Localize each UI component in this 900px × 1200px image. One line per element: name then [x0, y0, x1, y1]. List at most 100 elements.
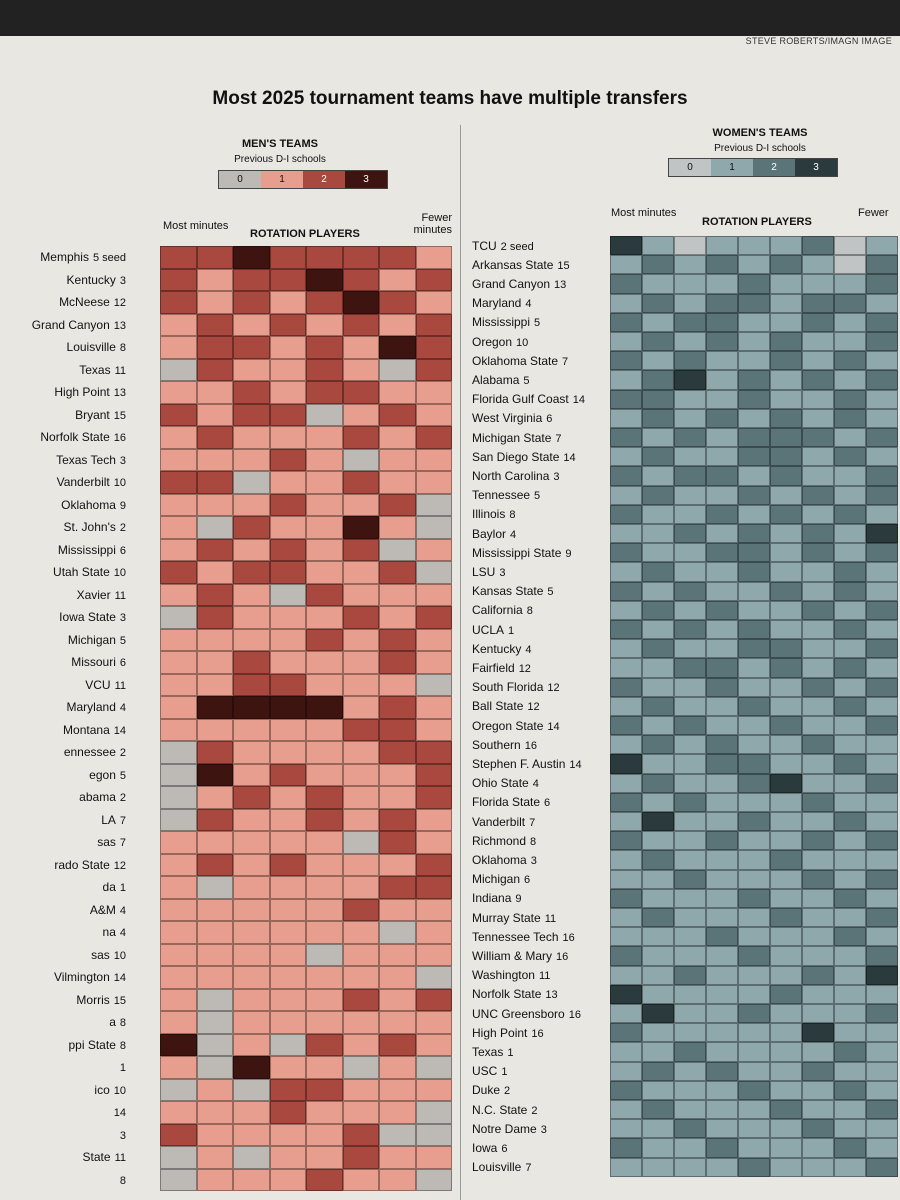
team-seed: 16 — [524, 739, 537, 752]
womens-cell — [770, 351, 802, 371]
womens-cell — [770, 1157, 802, 1177]
womens-cell — [674, 946, 706, 966]
womens-team-label: North Carolina 3 — [472, 469, 560, 483]
womens-cell — [866, 1080, 898, 1100]
womens-cell — [738, 696, 770, 716]
womens-cell — [802, 1080, 834, 1100]
team-seed: 12 — [527, 701, 540, 714]
mens-cell — [269, 1056, 306, 1079]
womens-cell — [610, 485, 642, 505]
mens-cell — [233, 268, 270, 291]
mens-cell — [379, 381, 416, 404]
mens-team-label: Grand Canyon 13 — [0, 318, 126, 332]
womens-cell — [770, 1023, 802, 1043]
womens-cell — [706, 408, 738, 428]
womens-team-label: Mississippi State 9 — [472, 546, 572, 560]
mens-cell — [306, 516, 343, 539]
team-name: Oklahoma — [61, 497, 116, 512]
mens-cell — [415, 876, 452, 899]
team-seed: 1 — [507, 1047, 514, 1059]
mens-cell — [415, 426, 452, 449]
mens-cell — [269, 943, 306, 966]
womens-cell — [866, 562, 898, 582]
team-seed: 7 — [555, 432, 562, 445]
womens-cell — [642, 293, 674, 313]
team-name: Norfolk State — [40, 430, 110, 445]
womens-cell — [834, 850, 866, 870]
mens-cell — [415, 268, 452, 291]
womens-cell — [770, 600, 802, 620]
womens-cell — [834, 255, 866, 275]
legend-swatch-1: 1 — [261, 171, 303, 188]
mens-cell — [233, 1146, 270, 1169]
womens-cell — [770, 639, 802, 659]
mens-cell — [379, 763, 416, 786]
womens-cell — [770, 562, 802, 582]
womens-cell — [674, 812, 706, 832]
mens-cell — [415, 696, 452, 719]
mens-cell — [233, 448, 270, 471]
womens-cell — [674, 504, 706, 524]
womens-cell — [866, 773, 898, 793]
team-seed: 8 — [509, 509, 516, 522]
womens-cell — [802, 1100, 834, 1120]
womens-cell — [674, 293, 706, 313]
womens-cell — [642, 389, 674, 409]
womens-cell — [866, 888, 898, 908]
womens-team-label: Oklahoma 3 — [472, 853, 537, 867]
mens-cell — [196, 1056, 233, 1079]
womens-cell — [834, 831, 866, 851]
team-name: Utah State — [53, 565, 110, 580]
mens-cell — [196, 313, 233, 336]
mens-cell — [379, 1101, 416, 1124]
mens-cell — [342, 898, 379, 921]
womens-team-label: California 8 — [472, 603, 533, 617]
womens-cell — [706, 850, 738, 870]
womens-cell — [610, 351, 642, 371]
team-name: Bryant — [75, 407, 110, 422]
team-name: Vanderbilt — [56, 475, 110, 490]
mens-cell — [233, 291, 270, 314]
womens-cell — [706, 1138, 738, 1158]
mens-cell — [342, 763, 379, 786]
mens-cell — [196, 853, 233, 876]
womens-cell — [674, 658, 706, 678]
womens-cell — [642, 466, 674, 486]
womens-cell — [610, 293, 642, 313]
mens-cell — [160, 561, 197, 584]
womens-cell — [770, 255, 802, 275]
womens-cell — [738, 447, 770, 467]
womens-cell — [834, 274, 866, 294]
mens-team-label: Montana 14 — [0, 723, 126, 737]
mens-cell — [379, 831, 416, 854]
mens-cell — [379, 1011, 416, 1034]
mens-cell — [269, 966, 306, 989]
mens-cell — [233, 651, 270, 674]
mens-cell — [415, 538, 452, 561]
womens-cell — [866, 735, 898, 755]
womens-cell — [642, 1004, 674, 1024]
womens-cell — [738, 600, 770, 620]
womens-cell — [706, 677, 738, 697]
mens-cell — [415, 808, 452, 831]
mens-cell — [306, 718, 343, 741]
womens-cell — [610, 735, 642, 755]
team-seed: 14 — [113, 1107, 126, 1120]
womens-heatmap — [610, 236, 898, 1177]
womens-cell — [610, 1080, 642, 1100]
mens-cell — [269, 1011, 306, 1034]
womens-cell — [738, 812, 770, 832]
team-seed: 14 — [113, 972, 126, 985]
womens-cell — [866, 408, 898, 428]
womens-cell — [802, 927, 834, 947]
team-name: North Carolina — [472, 469, 550, 483]
womens-cell — [738, 927, 770, 947]
mens-cell — [196, 516, 233, 539]
womens-cell — [770, 850, 802, 870]
womens-cell — [642, 1138, 674, 1158]
team-name: Washington — [472, 968, 535, 983]
womens-cell — [674, 1138, 706, 1158]
womens-cell — [642, 869, 674, 889]
womens-cell — [834, 888, 866, 908]
